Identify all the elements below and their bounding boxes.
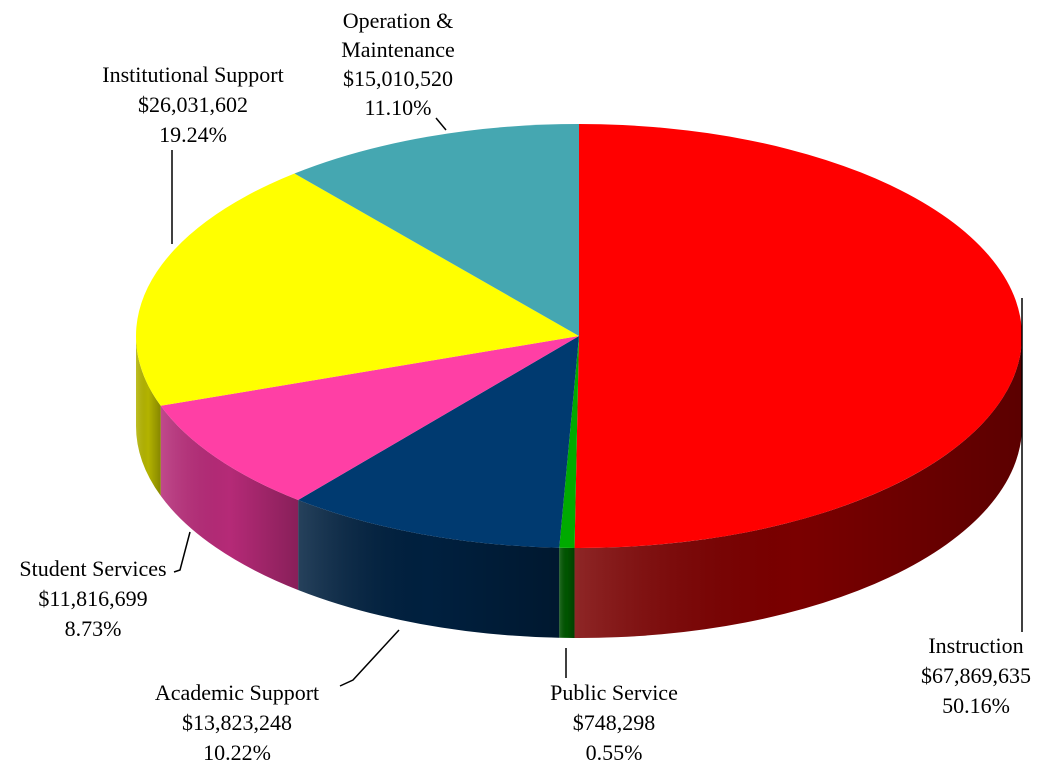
pie-side-shade-institutional-support bbox=[136, 336, 161, 496]
pie-slices bbox=[136, 123, 1023, 548]
leader-operation-maintenance bbox=[435, 117, 447, 131]
leader-student-services bbox=[173, 531, 191, 573]
label-student-services-name: Student Services bbox=[19, 556, 166, 581]
label-instruction-name: Instruction bbox=[928, 633, 1023, 658]
label-operation-maintenance-name: Maintenance bbox=[341, 37, 455, 62]
label-instruction-amount: $67,869,635 bbox=[921, 663, 1031, 688]
label-academic-support-name: Academic Support bbox=[155, 680, 319, 705]
label-student-services-amount: $11,816,699 bbox=[38, 586, 147, 611]
pie-side-shade-academic-support bbox=[298, 499, 560, 638]
label-student-services: Student Services $11,816,699 8.73% bbox=[19, 556, 166, 641]
label-student-services-percent: 8.73% bbox=[65, 616, 122, 641]
label-instruction: Instruction $67,869,635 50.16% bbox=[921, 633, 1031, 718]
label-public-service-percent: 0.55% bbox=[586, 740, 643, 765]
pie-side-shade-student-services bbox=[160, 405, 299, 590]
pie-side-shade-public-service bbox=[559, 547, 575, 638]
label-institutional-support-percent: 19.24% bbox=[159, 122, 227, 147]
label-academic-support-amount: $13,823,248 bbox=[182, 710, 292, 735]
pie-slice-academic-support bbox=[298, 336, 579, 548]
leader-academic-support bbox=[339, 629, 400, 687]
label-academic-support: Academic Support $13,823,248 10.22% bbox=[155, 680, 319, 765]
label-public-service-name: Public Service bbox=[550, 680, 678, 705]
pie-sides bbox=[136, 336, 1022, 638]
label-institutional-support-amount: $26,031,602 bbox=[138, 92, 248, 117]
label-operation-maintenance-percent: 11.10% bbox=[364, 95, 431, 120]
label-institutional-support: Institutional Support $26,031,602 19.24% bbox=[102, 62, 284, 147]
leader-lines bbox=[171, 117, 1023, 687]
label-instruction-percent: 50.16% bbox=[942, 693, 1010, 718]
label-operation-maintenance-line1: Operation & bbox=[343, 8, 454, 33]
pie-slice-maintenance bbox=[294, 123, 579, 336]
label-operation-maintenance-amount: $15,010,520 bbox=[343, 66, 453, 91]
label-academic-support-percent: 10.22% bbox=[203, 740, 271, 765]
pie-side-shade-instruction bbox=[574, 336, 1022, 638]
pie-slice-instruction bbox=[574, 124, 1023, 548]
label-public-service: Public Service $748,298 0.55% bbox=[550, 680, 678, 765]
label-institutional-support-name: Institutional Support bbox=[102, 62, 284, 87]
label-operation-maintenance: Operation & Maintenance $15,010,520 11.1… bbox=[341, 8, 455, 120]
label-public-service-amount: $748,298 bbox=[573, 710, 656, 735]
pie-slice-public-service bbox=[559, 336, 579, 548]
pie-slice-student-services bbox=[160, 336, 579, 500]
pie-slice-institutional-support bbox=[136, 173, 579, 406]
